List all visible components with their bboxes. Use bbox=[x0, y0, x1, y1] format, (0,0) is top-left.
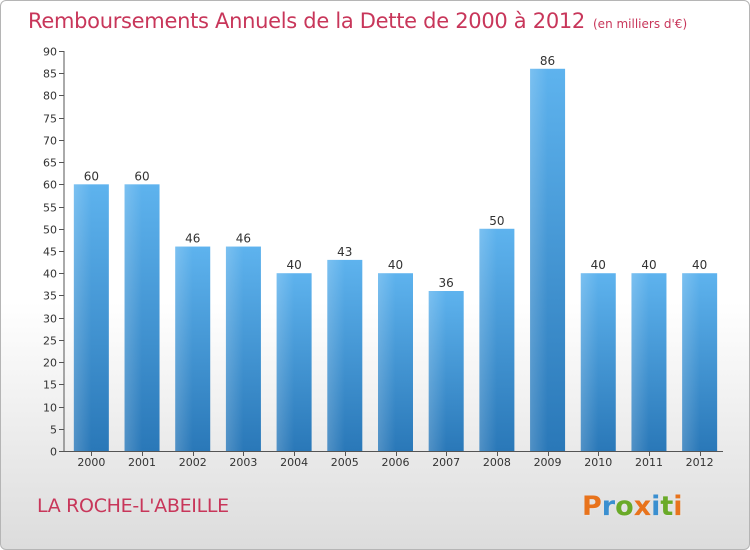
y-tick-label: 80 bbox=[43, 90, 57, 103]
bar-highlight-2010 bbox=[580, 273, 599, 451]
x-tick-label-2009: 2009 bbox=[534, 456, 562, 469]
logo-letter: P bbox=[582, 491, 602, 522]
bar-highlight-2003 bbox=[225, 246, 244, 451]
value-label-2002: 46 bbox=[185, 232, 200, 246]
axes: 0 5 10 15 20 25 30 35 40 45 50 55 60 65 70 75 80 85 90 2000… bbox=[43, 46, 723, 469]
x-tick-label-2012: 2012 bbox=[686, 456, 714, 469]
y-tick-label: 85 bbox=[43, 68, 57, 81]
y-tick-label: 20 bbox=[43, 357, 57, 370]
value-label-2010: 40 bbox=[591, 258, 606, 272]
bar-highlight-2009 bbox=[530, 68, 548, 452]
y-tick-label: 70 bbox=[43, 135, 57, 148]
value-label-2000: 60 bbox=[84, 169, 99, 183]
value-label-2003: 46 bbox=[236, 232, 251, 246]
bar-highlight-2006 bbox=[378, 273, 396, 451]
commune-name: LA ROCHE-L'ABEILLE bbox=[37, 495, 229, 517]
bar-highlight-2002 bbox=[175, 246, 193, 451]
value-label-2005: 43 bbox=[337, 245, 352, 259]
logo-letter: x bbox=[633, 491, 652, 522]
value-label-2011: 40 bbox=[641, 258, 656, 272]
value-label-2006: 40 bbox=[388, 258, 403, 272]
value-label-2012: 40 bbox=[692, 258, 707, 272]
y-tick-label: 40 bbox=[43, 268, 57, 281]
x-tick-label-2007: 2007 bbox=[432, 456, 460, 469]
logo-letter: o bbox=[615, 491, 634, 522]
x-tick-label-2005: 2005 bbox=[331, 456, 359, 469]
y-tick-label: 35 bbox=[43, 290, 57, 303]
value-label-2004: 40 bbox=[286, 258, 301, 272]
x-tick-label-2000: 2000 bbox=[77, 456, 105, 469]
bar-highlight-2008 bbox=[479, 228, 497, 451]
value-label-2001: 60 bbox=[134, 169, 149, 183]
y-tick-label: 25 bbox=[43, 335, 57, 348]
logo-letter: i bbox=[673, 491, 683, 522]
bar-highlight-2005 bbox=[327, 259, 345, 451]
value-label-2007: 36 bbox=[439, 276, 454, 290]
chart-unit: (en milliers d'€) bbox=[593, 17, 688, 31]
value-label-2008: 50 bbox=[489, 214, 504, 228]
bar-highlight-2004 bbox=[276, 273, 295, 451]
bar-highlight-2012 bbox=[682, 273, 700, 451]
bar-highlight-2011 bbox=[631, 273, 649, 451]
y-tick-label: 75 bbox=[43, 113, 57, 126]
y-tick-label: 60 bbox=[43, 179, 57, 192]
y-tick-label: 45 bbox=[43, 246, 57, 259]
x-tick-label-2002: 2002 bbox=[179, 456, 207, 469]
y-tick-label: 55 bbox=[43, 202, 57, 215]
proxiti-logo: Proxiti bbox=[582, 491, 683, 522]
x-tick-label-2006: 2006 bbox=[382, 456, 410, 469]
y-tick-label: 10 bbox=[43, 402, 57, 415]
y-tick-label: 0 bbox=[50, 446, 57, 459]
x-tick-label-2010: 2010 bbox=[584, 456, 612, 469]
x-tick-label-2008: 2008 bbox=[483, 456, 511, 469]
x-tick-label-2003: 2003 bbox=[229, 456, 257, 469]
x-tick-label-2011: 2011 bbox=[635, 456, 663, 469]
logo-letter: i bbox=[651, 491, 661, 522]
y-tick-label: 30 bbox=[43, 313, 57, 326]
x-tick-label-2004: 2004 bbox=[280, 456, 308, 469]
x-tick-label-2001: 2001 bbox=[128, 456, 156, 469]
y-tick-label: 5 bbox=[50, 424, 57, 437]
chart-title-text: Remboursements Annuels de la Dette de 20… bbox=[28, 9, 585, 33]
y-tick-label: 65 bbox=[43, 157, 57, 170]
bar-highlight-2001 bbox=[124, 184, 143, 452]
chart-title: Remboursements Annuels de la Dette de 20… bbox=[28, 9, 687, 33]
y-tick-label: 90 bbox=[43, 46, 57, 59]
logo-letter: r bbox=[601, 491, 616, 522]
y-tick-label: 50 bbox=[43, 224, 57, 237]
bar-highlight-2007 bbox=[428, 291, 447, 451]
logo-letter: t bbox=[660, 491, 674, 522]
bar-highlight-2000 bbox=[73, 184, 92, 452]
value-labels: 60 60 46 46 40 43 40 36 50 86 40 40 40 bbox=[84, 54, 708, 290]
value-label-2009: 86 bbox=[540, 54, 555, 68]
y-tick-label: 15 bbox=[43, 379, 57, 392]
bars bbox=[73, 68, 718, 452]
